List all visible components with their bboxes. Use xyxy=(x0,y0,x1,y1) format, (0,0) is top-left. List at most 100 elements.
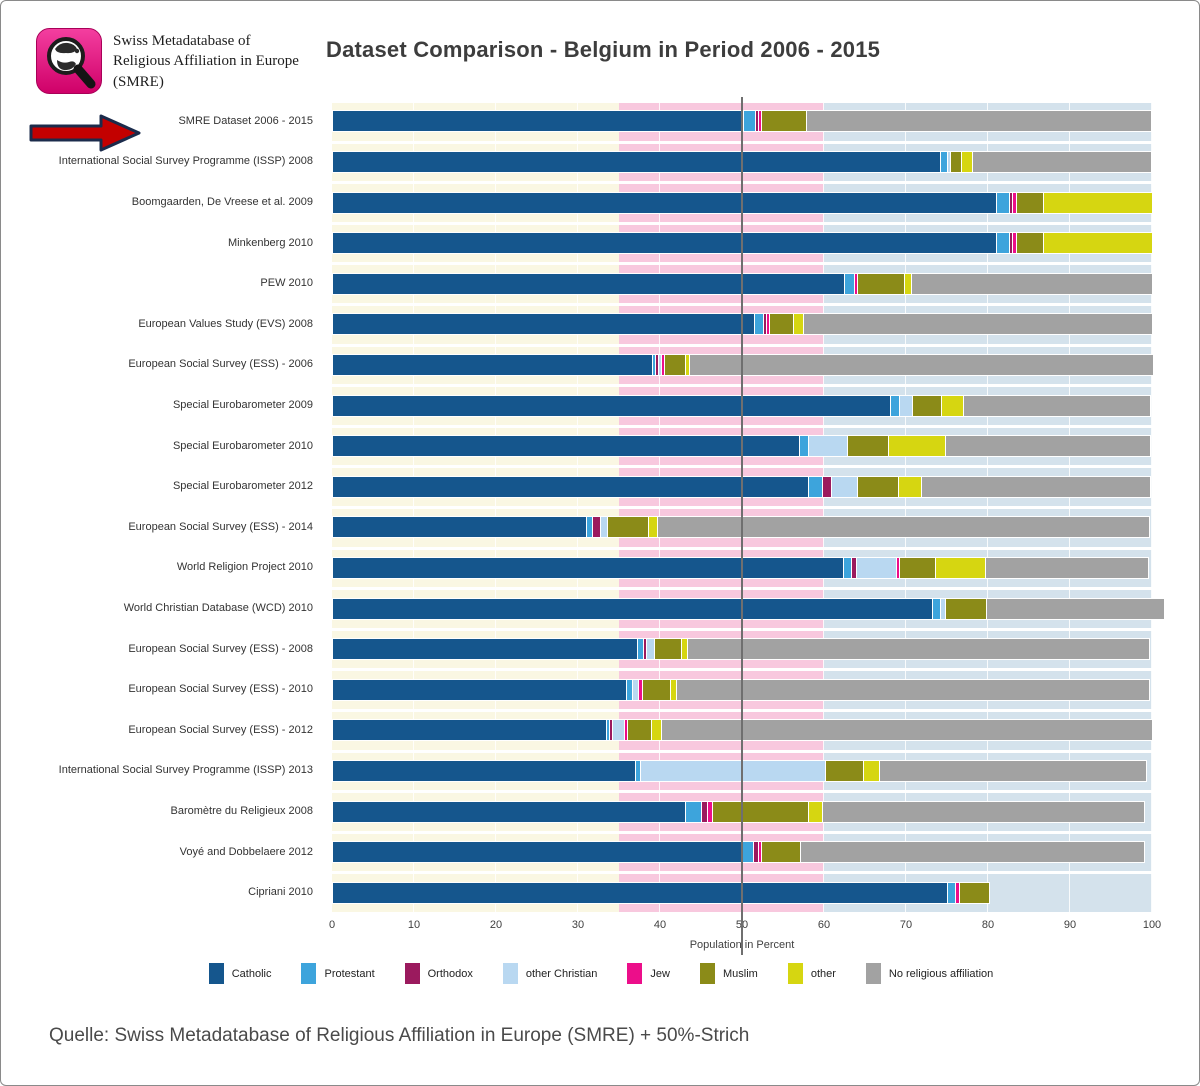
bar-segment-muslim xyxy=(761,842,801,863)
bar-segment-orthodox xyxy=(656,354,659,375)
bar-segment-protestant xyxy=(587,517,592,538)
x-tick-label: 0 xyxy=(328,919,336,931)
bar-segment-other-christian xyxy=(941,598,945,619)
bar-segment-protestant xyxy=(636,760,641,781)
bar-segment-orthodox xyxy=(753,842,758,863)
bar-segment-other xyxy=(648,517,658,538)
bar-segment-catholic xyxy=(333,760,636,781)
bar-segment-other-christian xyxy=(831,476,857,497)
bar-segment-catholic xyxy=(333,273,844,294)
bar-segment-other-christian xyxy=(856,557,897,578)
bar-segment-orthodox xyxy=(852,557,856,578)
bar-segment-protestant xyxy=(742,842,753,863)
legend-label: other Christian xyxy=(525,967,598,980)
bar-segment-orthodox xyxy=(823,476,831,497)
bar-segment-other xyxy=(888,436,946,457)
bar-segment-protestant xyxy=(755,314,764,335)
chart-title: Dataset Comparison - Belgium in Period 2… xyxy=(326,37,881,62)
bar-segment-muslim xyxy=(900,557,936,578)
bar-segment-jew xyxy=(854,273,857,294)
row-label: Special Eurobarometer 2012 xyxy=(172,480,313,493)
legend-label: other xyxy=(810,967,836,980)
bar-segment-catholic xyxy=(333,801,685,822)
legend-swatch xyxy=(627,963,643,984)
chart-row-bar xyxy=(332,556,1149,579)
bar-segment-muslim xyxy=(665,354,685,375)
bar-segment-orthodox xyxy=(610,720,613,741)
legend-swatch xyxy=(502,963,518,984)
bar-segment-no-religious-affiliation xyxy=(803,314,1153,335)
legend-label: Orthodox xyxy=(427,967,473,980)
bar-segment-protestant xyxy=(843,557,852,578)
bar-segment-muslim xyxy=(1016,233,1044,254)
bar-segment-no-religious-affiliation xyxy=(688,639,1150,660)
x-axis: 0102030405060708090100 xyxy=(328,919,1161,935)
row-label: European Social Survey (ESS) - 2012 xyxy=(128,723,313,736)
bar-segment-muslim xyxy=(912,395,942,416)
bar-segment-orthodox xyxy=(1010,233,1013,254)
legend-swatch xyxy=(301,963,317,984)
x-tick-label: 70 xyxy=(899,919,913,931)
bar-segment-no-religious-affiliation xyxy=(801,842,1144,863)
bar-segment-catholic xyxy=(333,192,997,213)
row-label: World Religion Project 2010 xyxy=(176,561,313,574)
bar-segment-no-religious-affiliation xyxy=(972,151,1152,172)
bar-segment-other-christian xyxy=(647,639,655,660)
chart-row-bar xyxy=(332,597,1166,620)
chart-row-bar xyxy=(332,353,1155,376)
x-tick-label: 30 xyxy=(571,919,585,931)
bar-segment-other-christian xyxy=(947,151,951,172)
bar-segment-catholic xyxy=(333,395,891,416)
legend-label: Jew xyxy=(650,967,670,980)
legend-item-other-christian: other Christian xyxy=(502,963,598,984)
bar-segment-muslim xyxy=(655,639,682,660)
x-tick-label: 80 xyxy=(981,919,995,931)
legend-item-orthodox: Orthodox xyxy=(404,963,473,984)
row-label: Special Eurobarometer 2009 xyxy=(172,399,313,411)
bar-segment-catholic xyxy=(333,436,800,457)
row-label: European Social Survey (ESS) - 2010 xyxy=(128,683,313,696)
legend-item-other: other xyxy=(787,963,836,984)
bar-segment-catholic xyxy=(333,314,755,335)
bar-segment-other-christian xyxy=(900,395,912,416)
bar-segment-jew xyxy=(638,679,642,700)
bar-segment-protestant xyxy=(940,151,947,172)
bar-segment-other-christian xyxy=(641,760,825,781)
bar-segment-protestant xyxy=(743,111,756,132)
bar-segment-other-christian xyxy=(601,517,607,538)
bar-segment-protestant xyxy=(844,273,854,294)
row-label: Special Eurobarometer 2010 xyxy=(172,439,313,452)
bar-segment-protestant xyxy=(809,476,823,497)
smre-logo-graphic xyxy=(36,28,102,94)
bar-segment-other xyxy=(961,151,972,172)
row-label: Baromètre du Religieux 2008 xyxy=(170,805,313,817)
bar-segment-jew xyxy=(897,557,900,578)
row-label: European Social Survey (ESS) - 2014 xyxy=(128,520,313,533)
bar-segment-no-religious-affiliation xyxy=(985,557,1148,578)
bar-segment-orthodox xyxy=(1010,192,1013,213)
legend: Catholic Protestant Orthodox other Christia… xyxy=(91,963,1111,984)
bar-segment-muslim xyxy=(825,760,864,781)
bar-segment-other xyxy=(682,639,687,660)
legend-label: Catholic xyxy=(231,967,272,980)
bar-segment-other xyxy=(794,314,803,335)
bar-segment-catholic xyxy=(333,476,809,497)
bar-segment-protestant xyxy=(891,395,900,416)
bar-segment-jew xyxy=(767,314,770,335)
x-tick-label: 20 xyxy=(489,919,503,931)
bar-segment-jew xyxy=(759,111,762,132)
bar-segment-jew xyxy=(662,354,665,375)
legend-swatch xyxy=(208,963,224,984)
bar-segment-catholic xyxy=(333,111,743,132)
highlight-arrow-icon xyxy=(29,113,143,158)
bar-segment-orthodox xyxy=(756,111,759,132)
bar-segment-other xyxy=(652,720,662,741)
bar-segment-no-religious-affiliation xyxy=(946,436,1150,457)
bar-segment-catholic xyxy=(333,233,997,254)
bar-segment-no-religious-affiliation xyxy=(911,273,1153,294)
bar-segment-jew xyxy=(624,720,627,741)
bar-segment-protestant xyxy=(948,882,956,903)
bar-segment-no-religious-affiliation xyxy=(963,395,1151,416)
bar-segment-muslim xyxy=(951,151,961,172)
